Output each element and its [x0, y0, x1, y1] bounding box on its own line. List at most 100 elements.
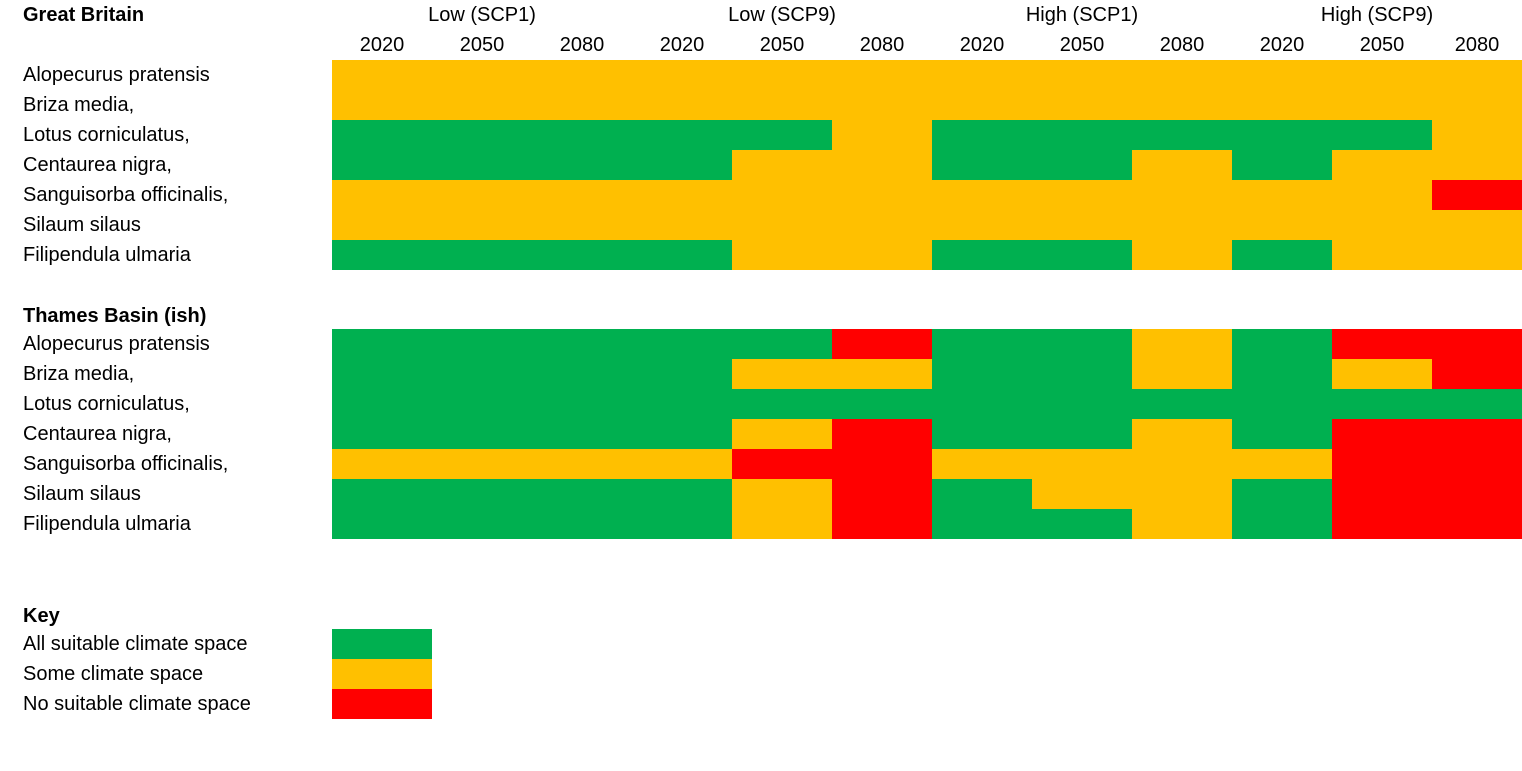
species-label: Filipendula ulmaria: [23, 513, 191, 535]
heatmap-cell: [332, 120, 432, 150]
heatmap-cell: [632, 449, 732, 479]
year-header: 2080: [859, 34, 905, 56]
scenario-header: Low (SCP9): [728, 4, 836, 26]
heatmap-cell: [832, 150, 932, 180]
heatmap-cell: [1132, 509, 1232, 539]
heatmap-cell: [732, 449, 832, 479]
heatmap-cell: [932, 419, 1032, 449]
heatmap-cell: [1232, 449, 1332, 479]
heatmap-cell: [1332, 240, 1432, 270]
heatmap-cell: [532, 359, 632, 389]
heatmap-cell: [632, 479, 732, 509]
scenario-header: High (SCP1): [1025, 4, 1139, 26]
region-title: Great Britain: [23, 4, 145, 26]
species-label: Lotus corniculatus,: [23, 393, 190, 415]
heatmap-cell: [1232, 120, 1332, 150]
heatmap-cell: [1432, 419, 1522, 449]
species-label: Briza media,: [23, 94, 135, 116]
heatmap-cell: [1032, 479, 1132, 509]
species-label: Filipendula ulmaria: [23, 244, 191, 266]
heatmap-cell: [632, 329, 732, 359]
heatmap-cell: [1032, 359, 1132, 389]
species-label: Alopecurus pratensis: [23, 333, 210, 355]
heatmap-cell: [732, 150, 832, 180]
heatmap-cell: [732, 180, 832, 210]
heatmap-cell: [1132, 60, 1232, 90]
heatmap-cell: [1332, 449, 1432, 479]
heatmap-cell: [332, 329, 432, 359]
species-label: Sanguisorba officinalis,: [23, 184, 229, 206]
heatmap-cell: [432, 449, 532, 479]
heatmap-cell: [932, 509, 1032, 539]
scenario-header: High (SCP9): [1320, 4, 1434, 26]
heatmap-cell: [532, 509, 632, 539]
key-label: Some climate space: [23, 663, 204, 685]
heatmap-cell: [632, 150, 732, 180]
year-header: 2020: [659, 34, 705, 56]
region-title: Thames Basin (ish): [23, 305, 207, 327]
heatmap-cell: [932, 60, 1032, 90]
heatmap-cell: [1032, 389, 1132, 419]
heatmap-cell: [632, 210, 732, 240]
heatmap-cell: [332, 150, 432, 180]
heatmap-cell: [832, 449, 932, 479]
heatmap-cell: [432, 329, 532, 359]
heatmap-cell: [532, 150, 632, 180]
heatmap-cell: [732, 509, 832, 539]
heatmap-cell: [832, 60, 932, 90]
heatmap-cell: [1032, 419, 1132, 449]
heatmap-cell: [332, 60, 432, 90]
heatmap-cell: [1132, 90, 1232, 120]
heatmap-cell: [832, 359, 932, 389]
heatmap-cell: [1032, 449, 1132, 479]
heatmap-cell: [932, 180, 1032, 210]
heatmap-cell: [532, 90, 632, 120]
heatmap-cell: [1232, 150, 1332, 180]
heatmap-cell: [432, 90, 532, 120]
heatmap-cell: [1232, 419, 1332, 449]
heatmap-cell: [1232, 60, 1332, 90]
heatmap-cell: [832, 120, 932, 150]
heatmap-cell: [1132, 180, 1232, 210]
heatmap-cell: [1232, 359, 1332, 389]
heatmap-cell: [1032, 210, 1132, 240]
heatmap-cell: [332, 180, 432, 210]
heatmap-cell: [1432, 120, 1522, 150]
heatmap-cell: [532, 120, 632, 150]
heatmap-cell: [632, 240, 732, 270]
heatmap-cell: [432, 60, 532, 90]
heatmap-cell: [1032, 150, 1132, 180]
heatmap-cell: [1232, 329, 1332, 359]
year-header: 2020: [959, 34, 1005, 56]
heatmap-cell: [1432, 329, 1522, 359]
heatmap-cell: [532, 210, 632, 240]
heatmap-cell: [732, 210, 832, 240]
heatmap-cell: [1232, 240, 1332, 270]
heatmap-cell: [1032, 90, 1132, 120]
heatmap-cell: [1132, 150, 1232, 180]
heatmap-cell: [832, 389, 932, 419]
heatmap-cell: [1332, 60, 1432, 90]
heatmap-cell: [832, 90, 932, 120]
heatmap-cell: [1132, 210, 1232, 240]
heatmap-cell: [1032, 120, 1132, 150]
heatmap-cell: [432, 509, 532, 539]
heatmap-cell: [1132, 419, 1232, 449]
heatmap-cell: [1132, 449, 1232, 479]
heatmap-cell: [932, 389, 1032, 419]
heatmap-cell: [932, 449, 1032, 479]
species-label: Centaurea nigra,: [23, 423, 172, 445]
heatmap-cell: [1032, 240, 1132, 270]
heatmap-cell: [332, 210, 432, 240]
heatmap-cell: [1432, 150, 1522, 180]
heatmap-cell: [1332, 359, 1432, 389]
heatmap-cell: [432, 389, 532, 419]
year-header: 2080: [1159, 34, 1205, 56]
heatmap-cell: [632, 509, 732, 539]
heatmap-cell: [432, 359, 532, 389]
heatmap-cell: [1032, 329, 1132, 359]
heatmap-cell: [532, 479, 632, 509]
heatmap-cell: [832, 240, 932, 270]
heatmap-cell: [932, 240, 1032, 270]
heatmap-cell: [1132, 359, 1232, 389]
